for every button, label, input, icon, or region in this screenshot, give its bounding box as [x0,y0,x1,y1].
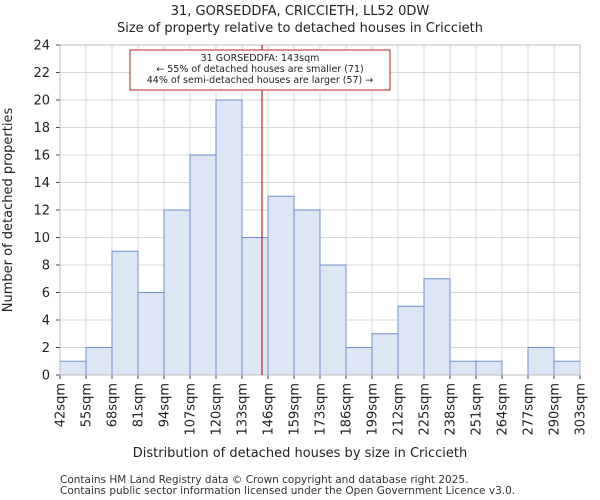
y-tick-label: 4 [42,314,50,329]
x-tick-label: 212sqm [392,383,407,436]
x-tick-label: 94sqm [158,383,173,427]
histogram-bar [397,305,425,376]
histogram-bar [137,292,165,376]
x-tick-label: 225sqm [418,383,433,436]
y-tick-label: 22 [33,66,50,81]
x-tick-label: 81sqm [132,383,147,427]
plot-frame [59,44,581,376]
bars [59,99,581,376]
histogram-bar [345,347,373,376]
histogram-bar [293,209,321,376]
x-tick-label: 199sqm [366,383,381,436]
y-tick-label: 8 [42,259,50,274]
histogram-bar [241,237,269,376]
histogram-bar [423,278,451,376]
histogram-bar [85,347,113,376]
x-tick-label: 133sqm [236,383,251,436]
x-tick-label: 42sqm [54,383,69,427]
x-tick-label: 186sqm [340,383,355,436]
histogram-bar [267,195,295,376]
y-tick-label: 6 [42,286,50,301]
histogram-bar [215,99,243,376]
x-tick-label: 120sqm [210,383,225,436]
x-tick-label: 290sqm [548,383,563,436]
x-tick-label: 264sqm [496,383,511,436]
x-tick-label: 251sqm [470,383,485,436]
chart-title: 31, GORSEDDFA, CRICCIETH, LL52 0DW [171,4,430,19]
annotation-box: 31 GORSEDDFA: 143sqm ← 55% of detached h… [129,49,391,91]
y-axis-label: Number of detached properties [1,108,16,313]
x-tick-label: 238sqm [444,383,459,436]
histogram-bar [449,360,477,376]
x-axis-label: Distribution of detached houses by size … [133,446,468,461]
y-tick-label: 14 [33,176,50,191]
histogram-bar [371,333,399,376]
histogram-bar [111,250,139,376]
y-tick-label: 0 [42,369,50,384]
y-tick-label: 18 [33,121,50,136]
histogram-bar [189,154,217,376]
histogram-bar [319,264,347,376]
x-tick-label: 146sqm [262,383,277,436]
x-axis-ticks: 42sqm 55sqm 68sqm 81sqm 94sqm 107sqm 120sqm 133… [54,375,589,436]
histogram-bar [163,209,191,376]
histogram-bar [475,360,503,376]
y-tick-label: 10 [33,231,50,246]
y-tick-label: 20 [33,94,50,109]
footer-line-2: Contains public sector information licen… [60,485,515,497]
x-tick-label: 159sqm [288,383,303,436]
y-tick-label: 16 [33,149,50,164]
y-tick-label: 24 [33,39,50,54]
y-tick-label: 12 [33,204,50,219]
histogram-bar [527,347,555,376]
x-tick-label: 68sqm [106,383,121,427]
x-tick-label: 303sqm [574,383,589,436]
annotation-line-2: ← 55% of detached houses are smaller (71… [156,64,363,75]
y-tick-label: 2 [42,341,50,356]
chart-subtitle: Size of property relative to detached ho… [117,21,483,36]
footer-line-1: Contains HM Land Registry data © Crown c… [60,474,468,486]
x-tick-label: 55sqm [80,383,95,427]
x-tick-label: 173sqm [314,383,329,436]
x-tick-label: 107sqm [184,383,199,436]
annotation-line-3: 44% of semi-detached houses are larger (… [147,75,374,86]
histogram-bar [553,360,581,376]
x-tick-label: 277sqm [522,383,537,436]
histogram-bar [59,360,87,376]
annotation-line-1: 31 GORSEDDFA: 143sqm [201,53,320,64]
